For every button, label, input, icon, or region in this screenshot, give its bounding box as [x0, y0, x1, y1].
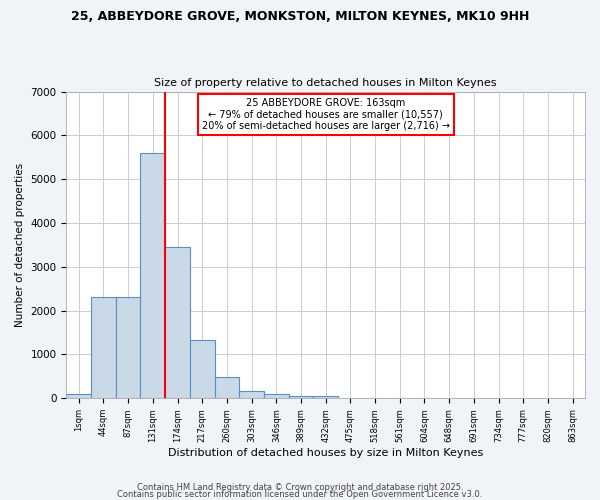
Bar [215, 377, 239, 398]
Bar [91, 298, 116, 398]
Bar [239, 390, 264, 398]
X-axis label: Distribution of detached houses by size in Milton Keynes: Distribution of detached houses by size … [168, 448, 484, 458]
Text: Contains HM Land Registry data © Crown copyright and database right 2025.: Contains HM Land Registry data © Crown c… [137, 484, 463, 492]
Bar [116, 298, 140, 398]
Bar [313, 396, 338, 398]
Text: 25 ABBEYDORE GROVE: 163sqm
← 79% of detached houses are smaller (10,557)
20% of : 25 ABBEYDORE GROVE: 163sqm ← 79% of deta… [202, 98, 450, 131]
Text: Contains public sector information licensed under the Open Government Licence v3: Contains public sector information licen… [118, 490, 482, 499]
Bar [190, 340, 215, 398]
Bar [140, 153, 165, 398]
Text: 25, ABBEYDORE GROVE, MONKSTON, MILTON KEYNES, MK10 9HH: 25, ABBEYDORE GROVE, MONKSTON, MILTON KE… [71, 10, 529, 23]
Bar [289, 396, 313, 398]
Y-axis label: Number of detached properties: Number of detached properties [15, 163, 25, 327]
Bar [264, 394, 289, 398]
Bar [165, 247, 190, 398]
Title: Size of property relative to detached houses in Milton Keynes: Size of property relative to detached ho… [154, 78, 497, 88]
Bar [67, 394, 91, 398]
